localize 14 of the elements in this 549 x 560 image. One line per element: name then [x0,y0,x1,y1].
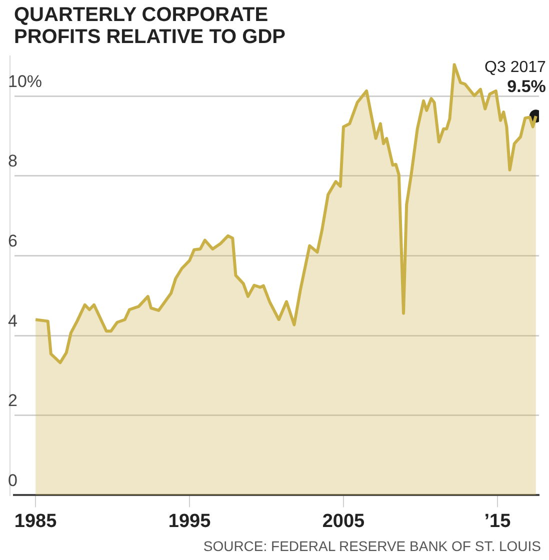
annotation: Q3 2017 [484,59,546,76]
y-tick-label: 10% [8,72,42,91]
y-tick-label: 8 [8,152,18,171]
x-tick-label: ’15 [484,510,512,532]
x-tick-label: 1985 [14,510,58,532]
y-tick-label: 2 [8,391,18,410]
x-tick-label: 1995 [168,510,212,532]
source-note: SOURCE: FEDERAL RESERVE BANK OF ST. LOUIS [202,538,542,554]
y-tick-label: 0 [8,470,18,490]
chart-title: QUARTERLY CORPORATE PROFITS RELATIVE TO GDP [13,3,287,48]
annotation: 9.5% [507,77,546,96]
y-tick-label: 6 [8,231,18,250]
x-tick-label: 2005 [322,510,366,532]
y-tick-label: 4 [8,311,18,330]
